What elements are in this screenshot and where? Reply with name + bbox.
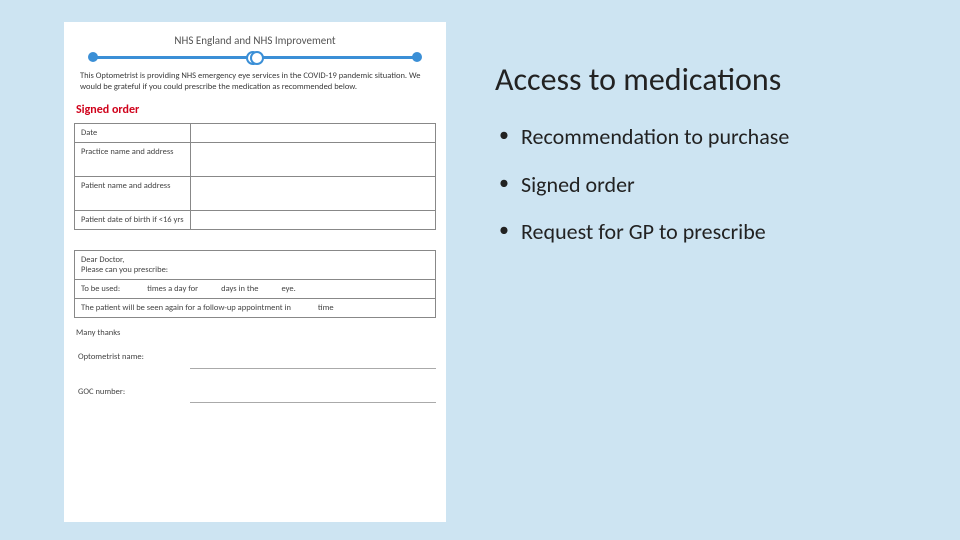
usage-eye: eye. xyxy=(282,284,296,294)
usage-days: days in the xyxy=(221,284,258,294)
signoff-table: Optometrist name: GOC number: xyxy=(74,346,436,403)
table-row: To be used: times a day for days in the … xyxy=(75,280,436,299)
form-table-top: Date Practice name and address Patient n… xyxy=(74,123,436,230)
table-row: Optometrist name: xyxy=(74,346,436,368)
usage-times: times a day for xyxy=(147,284,198,294)
label-optom: Optometrist name: xyxy=(74,346,190,368)
list-item: Recommendation to purchase xyxy=(495,123,925,151)
nhs-bar xyxy=(92,53,418,61)
slide-text: Access to medications Recommendation to … xyxy=(495,60,925,266)
label-patient: Patient name and address xyxy=(75,177,191,211)
dear-line2: Please can you prescribe: xyxy=(81,265,168,275)
bullet-list: Recommendation to purchase Signed order … xyxy=(495,123,925,246)
list-item: Request for GP to prescribe xyxy=(495,218,925,246)
label-practice: Practice name and address xyxy=(75,143,191,177)
usage-label: To be used: xyxy=(81,284,120,294)
table-row: Patient name and address xyxy=(75,177,436,211)
followup-tail: time xyxy=(318,303,334,313)
dear-line1: Dear Doctor, xyxy=(81,255,124,265)
nhs-header: NHS England and NHS Improvement xyxy=(74,34,436,47)
table-row: GOC number: xyxy=(74,381,436,403)
label-goc: GOC number: xyxy=(74,381,190,403)
table-row: Practice name and address xyxy=(75,143,436,177)
list-item: Signed order xyxy=(495,171,925,199)
label-dob: Patient date of birth if <16 yrs xyxy=(75,211,191,230)
followup-text: The patient will be seen again for a fol… xyxy=(81,303,291,313)
slide-title: Access to medications xyxy=(495,60,925,99)
form-intro: This Optometrist is providing NHS emerge… xyxy=(80,71,430,93)
many-thanks: Many thanks xyxy=(76,328,434,338)
label-date: Date xyxy=(75,124,191,143)
signed-order-heading: Signed order xyxy=(76,103,436,117)
table-row: Patient date of birth if <16 yrs xyxy=(75,211,436,230)
table-row: Date xyxy=(75,124,436,143)
table-row: The patient will be seen again for a fol… xyxy=(75,299,436,318)
nhs-form: NHS England and NHS Improvement This Opt… xyxy=(64,22,446,522)
form-table-usage: To be used: times a day for days in the … xyxy=(74,279,436,318)
dear-doctor: Dear Doctor, Please can you prescribe: xyxy=(74,250,436,279)
